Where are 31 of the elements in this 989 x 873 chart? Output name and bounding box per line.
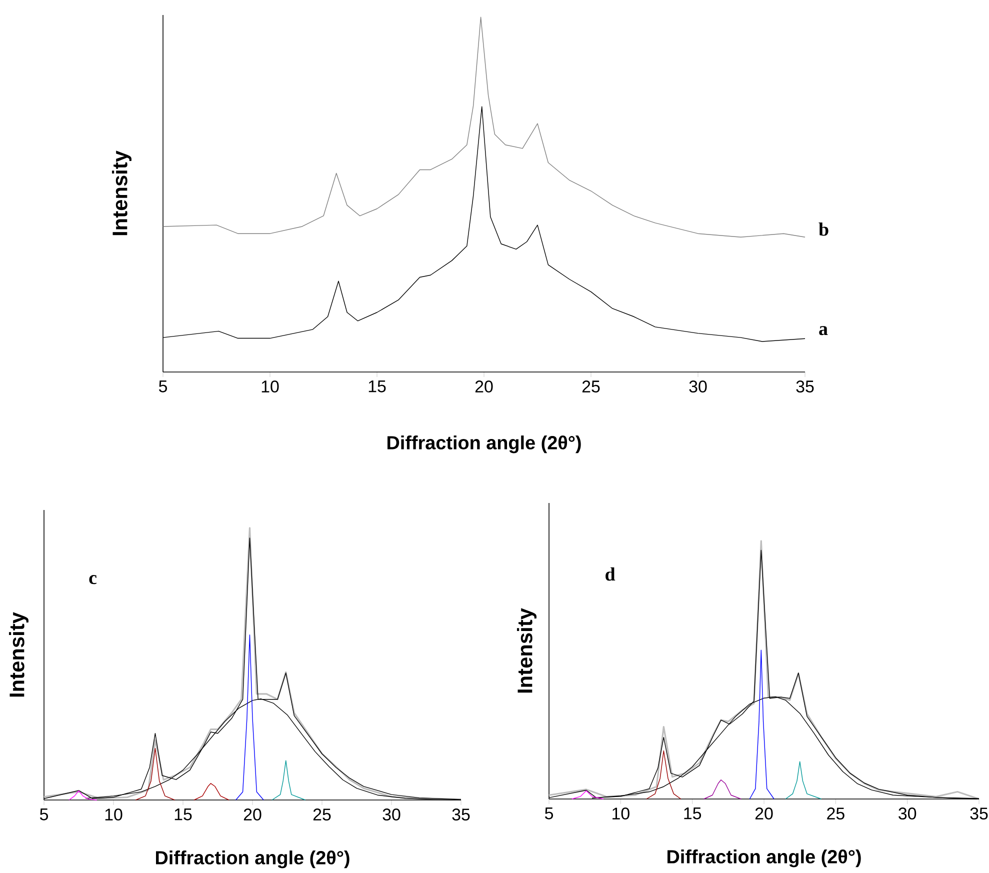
y-axis-title: Intensity xyxy=(516,608,536,693)
annotation: c xyxy=(89,575,97,584)
x-axis-title: Diffraction angle (2θ°) xyxy=(668,850,861,868)
series-label: a xyxy=(819,326,828,336)
x-tick-label: 20 xyxy=(244,808,262,821)
x-tick-label: 35 xyxy=(452,808,470,821)
y-axis-title: Intensity xyxy=(112,150,132,236)
x-tick-label: 35 xyxy=(970,808,988,820)
x-tick-label: 25 xyxy=(827,808,844,820)
x-tick-label: 10 xyxy=(612,808,630,820)
x-tick-label: 10 xyxy=(262,380,279,393)
x-tick-label: 30 xyxy=(382,808,400,821)
x-axis-title: Diffraction angle (2θ°) xyxy=(156,850,350,868)
series-label: b xyxy=(818,222,828,236)
y-axis-title: Intensity xyxy=(8,612,28,697)
x-tick-label: 15 xyxy=(174,808,192,820)
x-tick-label: 15 xyxy=(368,380,386,392)
x-tick-label: 5 xyxy=(544,808,553,820)
x-tick-label: 30 xyxy=(689,380,707,393)
x-tick-label: 30 xyxy=(898,808,916,820)
annotation: d xyxy=(606,567,616,581)
x-tick-label: 20 xyxy=(475,380,493,393)
x-tick-label: 15 xyxy=(684,808,702,820)
x-tick-label: 35 xyxy=(796,380,814,393)
x-tick-label: 5 xyxy=(40,808,48,820)
x-tick-label: 25 xyxy=(582,380,600,393)
x-tick-label: 10 xyxy=(105,808,122,821)
x-tick-label: 25 xyxy=(313,808,331,821)
x-axis-title: Diffraction angle (2θ°) xyxy=(388,436,581,454)
x-tick-label: 20 xyxy=(755,808,773,820)
x-tick-label: 5 xyxy=(158,380,167,392)
